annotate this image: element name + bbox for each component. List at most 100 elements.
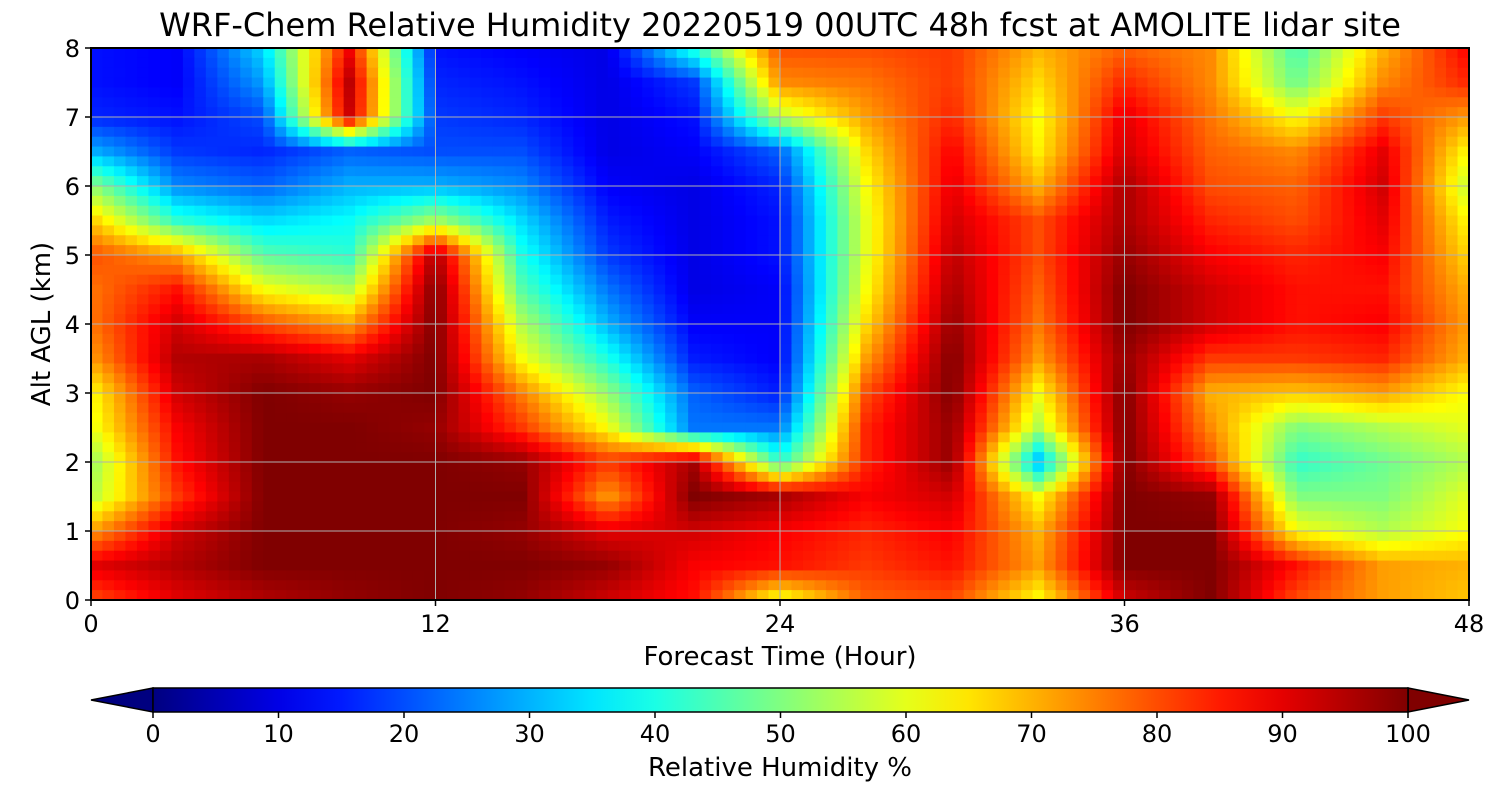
heatmap-cell [148, 166, 161, 177]
heatmap-cell [1032, 205, 1045, 217]
heatmap-cell [1216, 126, 1229, 138]
heatmap-cell [1067, 255, 1080, 266]
heatmap-cell [814, 422, 827, 434]
heatmap-cell [1044, 77, 1057, 89]
heatmap-cell [309, 383, 322, 394]
heatmap-cell [802, 442, 816, 453]
heatmap-cell [665, 126, 678, 138]
heatmap-cell [401, 77, 414, 89]
heatmap-cell [1032, 383, 1045, 394]
heatmap-cell [1227, 176, 1240, 187]
heatmap-cell [102, 245, 115, 256]
heatmap-cell [871, 353, 884, 365]
heatmap-cell [837, 343, 850, 355]
heatmap-cell [837, 442, 850, 453]
heatmap-cell [1113, 126, 1126, 138]
heatmap-cell [309, 156, 322, 167]
heatmap-cell [917, 166, 930, 177]
heatmap-cell [194, 107, 207, 118]
heatmap-cell [251, 117, 264, 128]
heatmap-cell [320, 156, 333, 167]
heatmap-cell [424, 373, 437, 384]
heatmap-cell [1285, 422, 1298, 434]
heatmap-cell [630, 166, 643, 177]
heatmap-cell [435, 195, 448, 207]
heatmap-cell [1354, 156, 1367, 167]
heatmap-cell [745, 412, 758, 424]
heatmap-cell [274, 432, 287, 443]
heatmap-cell [538, 304, 551, 315]
heatmap-cell [894, 126, 907, 138]
heatmap-cell [125, 166, 138, 177]
heatmap-cell [584, 67, 597, 79]
heatmap-cell [412, 156, 425, 167]
heatmap-cell [412, 294, 425, 305]
heatmap-cell [171, 245, 184, 256]
heatmap-cell [458, 324, 471, 335]
heatmap-cell [894, 156, 907, 167]
heatmap-cell [1273, 225, 1286, 236]
heatmap-cell [492, 156, 505, 167]
heatmap-cell [1285, 294, 1298, 305]
heatmap-cell [1055, 422, 1068, 434]
heatmap-cell [1457, 87, 1469, 98]
heatmap-cell [1181, 333, 1194, 345]
heatmap-cell [814, 274, 827, 286]
heatmap-cell [1090, 402, 1103, 414]
heatmap-cell [194, 205, 207, 217]
heatmap-cell [527, 294, 540, 305]
heatmap-cell [205, 87, 218, 98]
heatmap-cell [699, 452, 712, 463]
heatmap-cell [1457, 205, 1469, 217]
heatmap-cell [1411, 255, 1424, 266]
heatmap-cell [1101, 383, 1114, 394]
heatmap-cell [424, 442, 437, 453]
heatmap-cell [1009, 255, 1022, 266]
heatmap-cell [825, 422, 839, 434]
heatmap-cell [1377, 363, 1390, 374]
heatmap-cell [240, 432, 253, 443]
heatmap-cell [446, 432, 460, 443]
heatmap-cell [780, 255, 793, 266]
heatmap-cell [791, 402, 804, 414]
heatmap-cell [217, 264, 230, 276]
heatmap-cell [1032, 48, 1045, 59]
heatmap-cell [1296, 274, 1309, 286]
heatmap-cell [1400, 176, 1413, 187]
heatmap-cell [1400, 166, 1413, 177]
heatmap-cell [320, 264, 333, 276]
heatmap-cell [1388, 235, 1401, 246]
heatmap-cell [424, 107, 437, 118]
heatmap-cell [102, 225, 115, 236]
heatmap-cell [1331, 432, 1344, 443]
heatmap-cell [1239, 393, 1252, 404]
heatmap-cell [297, 264, 310, 276]
heatmap-cell [1216, 383, 1229, 394]
heatmap-cell [1113, 77, 1126, 89]
heatmap-cell [378, 195, 391, 207]
heatmap-cell [1434, 333, 1447, 345]
heatmap-cell [814, 314, 827, 325]
heatmap-cell [757, 383, 770, 394]
heatmap-cell [492, 264, 505, 276]
heatmap-cell [722, 402, 735, 414]
heatmap-cell [1411, 195, 1424, 207]
heatmap-cell [871, 126, 884, 138]
heatmap-cell [550, 67, 563, 79]
heatmap-cell [113, 402, 127, 414]
heatmap-cell [217, 314, 230, 325]
heatmap-cell [825, 136, 839, 148]
heatmap-cell [1147, 126, 1160, 138]
heatmap-cell [205, 146, 218, 158]
heatmap-cell [355, 274, 368, 286]
heatmap-cell [424, 48, 437, 59]
heatmap-cell [561, 314, 574, 325]
heatmap-cell [378, 166, 391, 177]
heatmap-cell [906, 156, 919, 167]
heatmap-cell [917, 186, 930, 197]
heatmap-cell [182, 294, 195, 305]
heatmap-cell [113, 383, 127, 394]
heatmap-cell [217, 245, 230, 256]
heatmap-cell [1319, 255, 1332, 266]
heatmap-cell [630, 176, 643, 187]
